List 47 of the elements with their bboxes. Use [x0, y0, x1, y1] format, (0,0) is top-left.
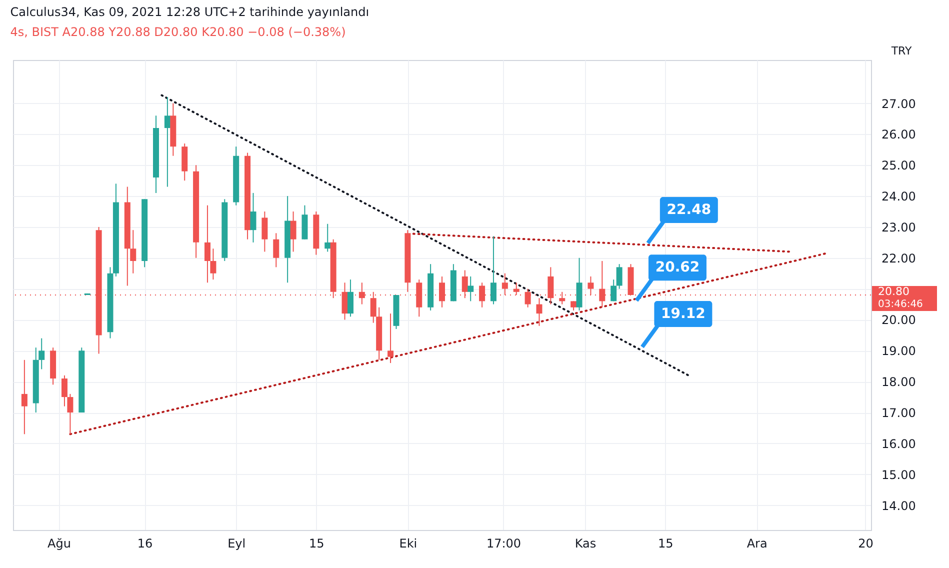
chart-title: Calculus34, Kas 09, 2021 12:28 UTC+2 tarihinde yayınlandı: [10, 5, 370, 19]
y-axis-title: TRY: [890, 44, 912, 58]
candlestick: [347, 279, 354, 318]
y-tick-label: 23.00: [882, 220, 916, 234]
text: 03:46:46: [878, 299, 923, 310]
y-tick-label: 16.00: [882, 436, 916, 451]
x-tick-label: 15: [309, 536, 324, 550]
annotation: 20.62: [655, 260, 700, 276]
y-tick-label: 20.00: [882, 313, 916, 328]
candlestick: [290, 211, 296, 252]
candlestick: [570, 300, 577, 311]
candlestick: [490, 236, 496, 305]
annotation: 22.48: [666, 202, 712, 218]
candlestick: [250, 192, 256, 243]
y-tick-label: 18.00: [882, 375, 916, 390]
x-tick-label: 16: [137, 536, 153, 550]
ref-line-label: 20.80: [878, 285, 910, 298]
y-tick-label: 15.00: [882, 468, 916, 482]
y-tick-label: 26.00: [882, 128, 916, 142]
y-tick-label: 19.00: [882, 344, 916, 358]
candlestick: [388, 313, 394, 364]
y-tick-label: 22.00: [882, 251, 916, 266]
x-tick-label: 20: [858, 536, 874, 550]
candlestick: [164, 96, 170, 188]
y-tick-label: 25.00: [882, 158, 916, 173]
candlestick: [536, 298, 542, 326]
x-tick-label: Eyl: [228, 536, 246, 550]
x-tick-label: Ağu: [48, 536, 71, 550]
candlestick: [610, 279, 617, 302]
candlestick: [524, 288, 531, 308]
x-tick-label: Kas: [574, 536, 596, 550]
x-tick-label: 15: [658, 536, 674, 550]
candlestick: [273, 232, 280, 268]
y-tick-label: 14.00: [882, 498, 916, 513]
candlestick: [468, 276, 474, 302]
x-tick-label: Eki: [399, 536, 418, 550]
y-tick-label: 17.00: [882, 406, 916, 420]
y-tick-label: 27.00: [882, 96, 916, 111]
annotation: 19.12: [661, 306, 706, 322]
chart-subtitle: 4s, BIST A20.88 Y20.88 D20.80 K20.80 −0.08 (−0.38%): [10, 25, 346, 39]
candlestick: [21, 359, 28, 435]
candlestick: [262, 211, 268, 252]
x-tick-label: 17:00: [486, 536, 522, 550]
x-tick-label: Ara: [746, 536, 768, 550]
candlestick: [324, 223, 331, 252]
y-tick-label: 24.00: [882, 190, 916, 204]
candlestick: [616, 264, 622, 290]
